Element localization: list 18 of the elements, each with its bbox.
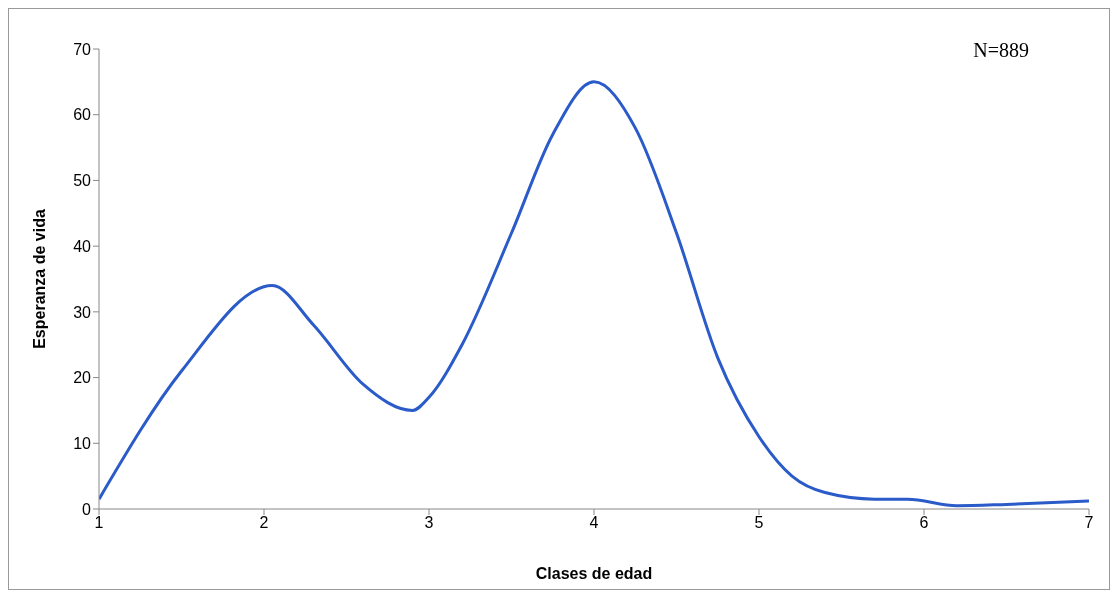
x-tick-label: 2: [259, 514, 269, 532]
y-tick-label: 30: [73, 303, 92, 321]
x-axis-title: Clases de edad: [535, 565, 653, 582]
x-tick-label: 5: [754, 514, 764, 532]
y-tick-label: 50: [73, 172, 92, 190]
y-tick-label: 10: [73, 434, 92, 452]
y-axis-title: Esperanza de vida: [30, 209, 48, 349]
x-tick-label: 7: [1084, 514, 1094, 532]
annotation: N=889: [973, 39, 1029, 62]
x-tick-label: 3: [424, 514, 434, 532]
y-tick-label: 0: [82, 500, 92, 518]
y-tick-label: 20: [73, 369, 92, 387]
y-tick-label: 60: [73, 106, 92, 124]
x-tick-label: 6: [919, 514, 929, 532]
y-tick-label: 40: [73, 237, 92, 255]
y-tick-label: 70: [73, 40, 92, 58]
x-tick-label: 1: [94, 514, 104, 532]
x-tick-label: 4: [589, 514, 599, 532]
